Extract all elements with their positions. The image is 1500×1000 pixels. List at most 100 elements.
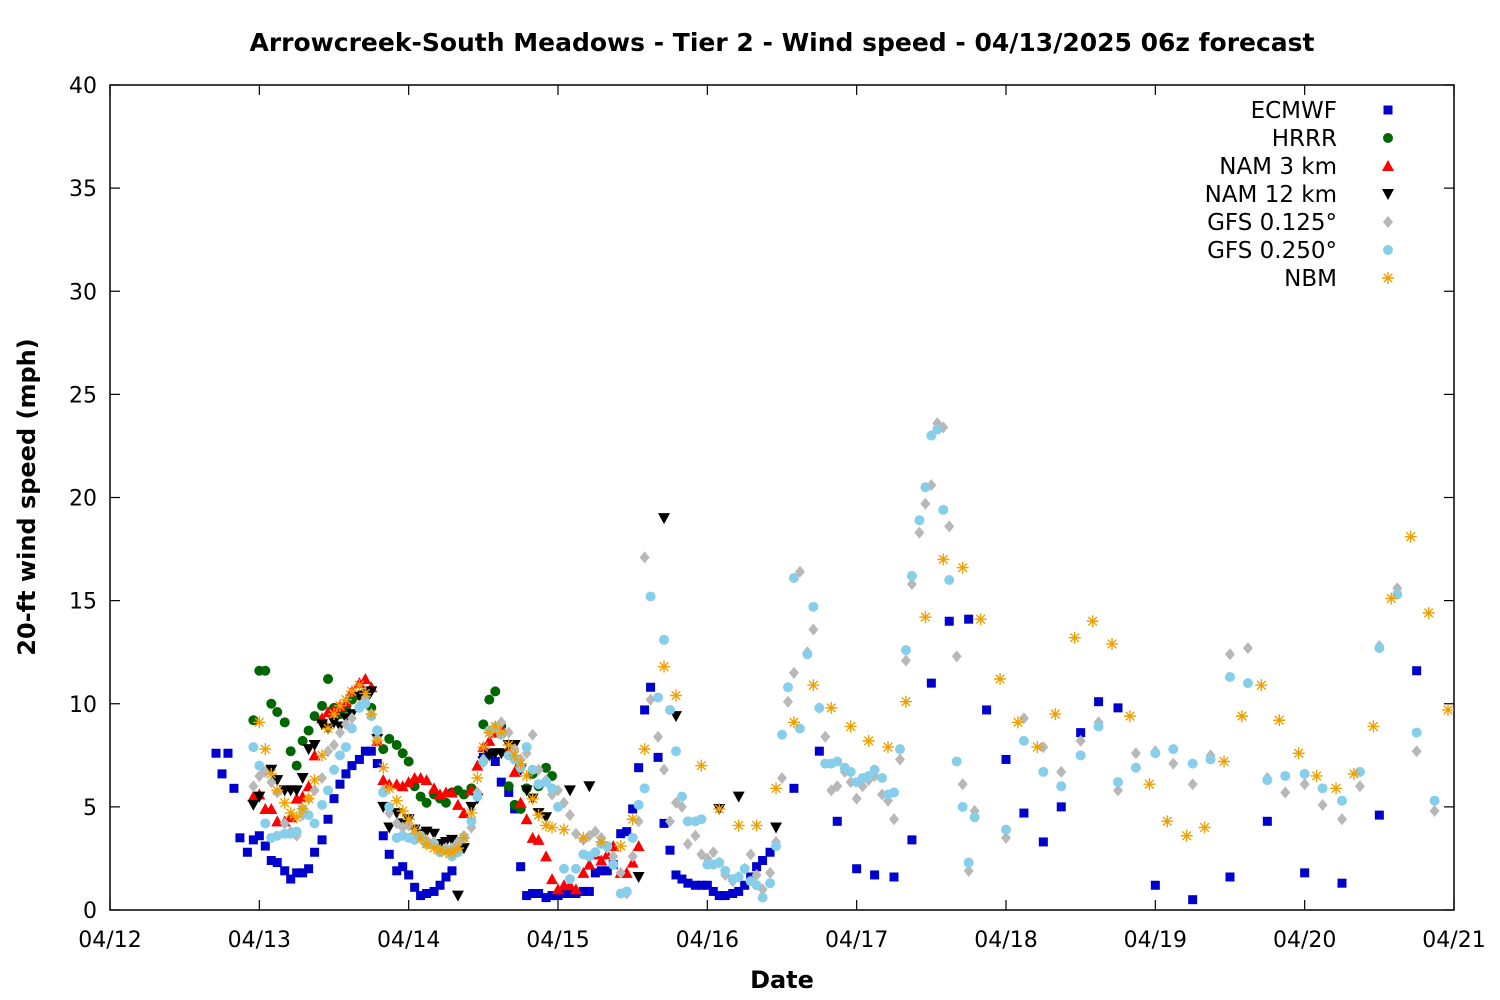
data-point [645, 591, 656, 602]
data-point [577, 866, 590, 878]
data-point [765, 847, 775, 857]
data-point [1411, 745, 1422, 758]
data-point [1106, 637, 1119, 650]
y-tick-label: 15 [69, 590, 97, 615]
data-point [1075, 734, 1086, 747]
data-point [516, 862, 526, 872]
data-point [1242, 642, 1253, 655]
data-point [546, 873, 559, 885]
data-point [1299, 778, 1310, 791]
data-point [640, 705, 650, 715]
data-point [398, 862, 408, 872]
data-point [541, 777, 552, 788]
data-point [690, 829, 701, 842]
data-point [628, 804, 638, 814]
data-point [1205, 754, 1216, 765]
data-point [615, 866, 626, 879]
data-point [471, 772, 484, 784]
data-point [1168, 757, 1179, 770]
data-point [665, 815, 675, 828]
data-point [844, 720, 857, 733]
data-point [286, 874, 296, 884]
data-point [489, 720, 502, 733]
data-point [1093, 721, 1104, 732]
data-point [1374, 643, 1385, 654]
data-point [1354, 780, 1365, 793]
data-point [734, 886, 744, 896]
data-point [292, 868, 302, 878]
y-tick-label: 25 [69, 383, 97, 408]
data-point [1187, 758, 1198, 769]
data-point [789, 783, 799, 793]
data-point [217, 769, 227, 779]
data-point [632, 872, 645, 883]
data-point [514, 757, 527, 770]
data-point [508, 749, 521, 762]
data-point [832, 816, 842, 826]
data-point [944, 520, 955, 533]
data-point [583, 858, 596, 870]
legend-marker [1383, 216, 1393, 228]
data-point [478, 756, 489, 767]
data-point [696, 880, 706, 890]
data-point [1018, 735, 1029, 746]
legend-label: GFS 0.125° [1207, 210, 1337, 236]
data-point [271, 784, 284, 797]
x-tick-label: 04/21 [1422, 928, 1485, 953]
data-point [740, 880, 750, 890]
data-point [384, 733, 395, 744]
data-point [254, 831, 264, 841]
data-point [329, 764, 339, 775]
data-point [751, 880, 762, 891]
data-point [1056, 765, 1067, 778]
data-point [563, 879, 576, 891]
data-point [1242, 678, 1253, 689]
data-point [653, 752, 663, 762]
data-point [1150, 748, 1161, 759]
data-point [957, 801, 968, 812]
data-point [484, 694, 495, 705]
chart-title: Arrowcreek-South Meadows - Tier 2 - Wind… [249, 28, 1314, 57]
data-point [713, 802, 726, 815]
data-point [520, 785, 533, 797]
data-point [553, 801, 563, 812]
data-point [638, 743, 651, 756]
data-point [771, 841, 782, 852]
data-point [1225, 872, 1235, 882]
data-point [420, 774, 433, 786]
data-point [788, 666, 799, 679]
legend-label: ECMWF [1251, 98, 1337, 124]
x-tick-label: 04/16 [676, 928, 739, 953]
data-point [1187, 778, 1198, 791]
data-point [457, 807, 470, 819]
data-point [285, 746, 296, 757]
data-point [371, 734, 384, 747]
data-point [372, 759, 382, 769]
data-point [957, 778, 968, 791]
data-point [441, 872, 451, 882]
data-point [889, 787, 899, 798]
data-point [323, 814, 333, 824]
data-point [708, 846, 719, 859]
data-point [621, 886, 632, 897]
data-point [889, 872, 899, 882]
data-point [851, 792, 862, 805]
data-point [658, 660, 671, 673]
data-point [1198, 821, 1211, 834]
data-point [765, 878, 776, 889]
data-series [211, 417, 1455, 905]
data-point [339, 693, 352, 706]
data-point [458, 789, 469, 800]
data-point [808, 623, 819, 636]
data-point [540, 819, 553, 832]
data-point [410, 882, 420, 892]
data-point [317, 799, 328, 810]
data-point [445, 834, 458, 846]
data-point [428, 828, 441, 840]
data-point [745, 848, 756, 861]
data-point [253, 791, 266, 803]
data-point [1299, 768, 1310, 779]
data-point [670, 746, 681, 757]
data-point [323, 785, 334, 796]
data-point [870, 870, 880, 880]
